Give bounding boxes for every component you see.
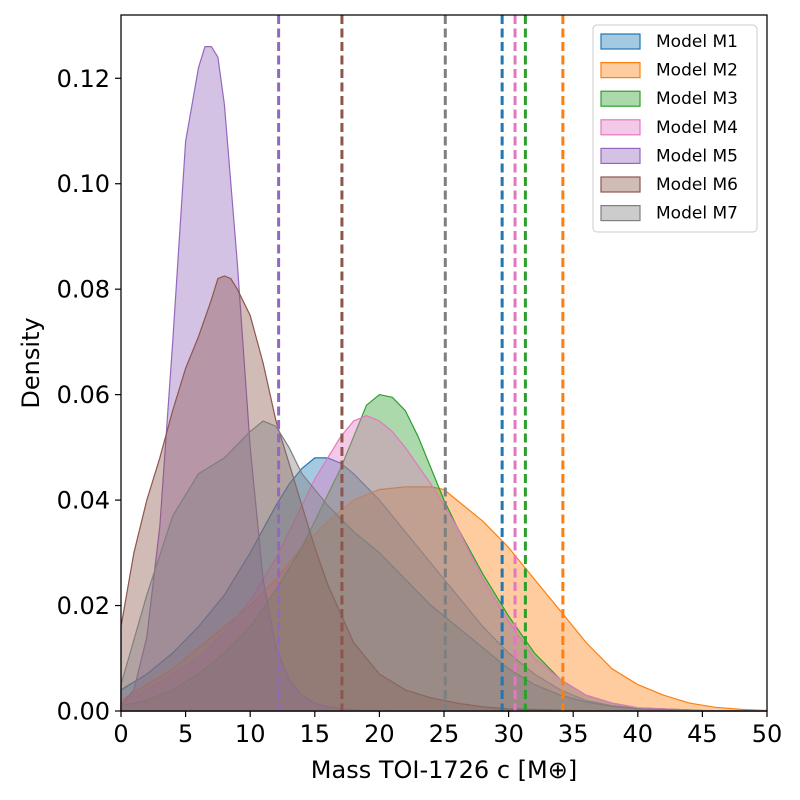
legend-label-model-m2: Model M2 [656,61,738,81]
y-tick-label: 0.12 [57,65,110,93]
y-tick-label: 0.04 [57,487,110,515]
legend-label-model-m4: Model M4 [656,118,738,138]
x-tick-label: 20 [364,720,395,748]
legend-box [592,24,758,233]
y-axis-ticks: 0.00 0.02 0.04 0.06 0.08 0.10 0.12 [57,65,121,726]
legend: Model M1 Model M2 Model M3 Model M4 Model M5… [592,24,758,233]
y-tick-label: 0.06 [57,381,110,409]
legend-swatch-model-m2 [600,61,641,79]
x-tick-label: 10 [235,720,266,748]
legend-label-model-m6: Model M6 [656,175,738,195]
legend-label-model-m1: Model M1 [656,32,738,52]
x-tick-label: 15 [300,720,331,748]
x-tick-label: 5 [178,720,193,748]
x-axis-ticks: 0 5 10 15 20 25 30 35 40 45 50 [113,711,782,748]
x-axis-label: Mass TOI-1726 c [M⊕] [311,756,577,784]
y-tick-label: 0.08 [57,276,110,304]
x-tick-label: 35 [558,720,589,748]
legend-swatch-model-m6 [600,176,641,193]
y-tick-label: 0.02 [57,592,110,620]
legend-swatch-model-m5 [600,147,641,164]
legend-label-model-m3: Model M3 [656,89,738,109]
y-axis-label: Density [17,317,45,408]
x-tick-label: 50 [752,720,783,748]
y-tick-label: 0.00 [57,698,110,726]
y-tick-label: 0.10 [57,170,110,198]
area-model-m7 [120,420,768,712]
x-tick-label: 40 [623,720,654,748]
x-tick-label: 45 [687,720,718,748]
area-model-m6 [120,275,767,712]
legend-swatch-model-m4 [600,119,641,136]
x-tick-label: 30 [493,720,524,748]
legend-swatch-model-m7 [600,205,641,222]
x-tick-label: 25 [429,720,460,748]
mean-lines [277,15,565,711]
legend-label-model-m7: Model M7 [656,204,738,224]
x-tick-label: 0 [113,720,128,748]
legend-label-model-m5: Model M5 [656,146,738,166]
legend-swatch-model-m3 [600,90,641,107]
legend-swatch-model-m1 [600,33,641,50]
